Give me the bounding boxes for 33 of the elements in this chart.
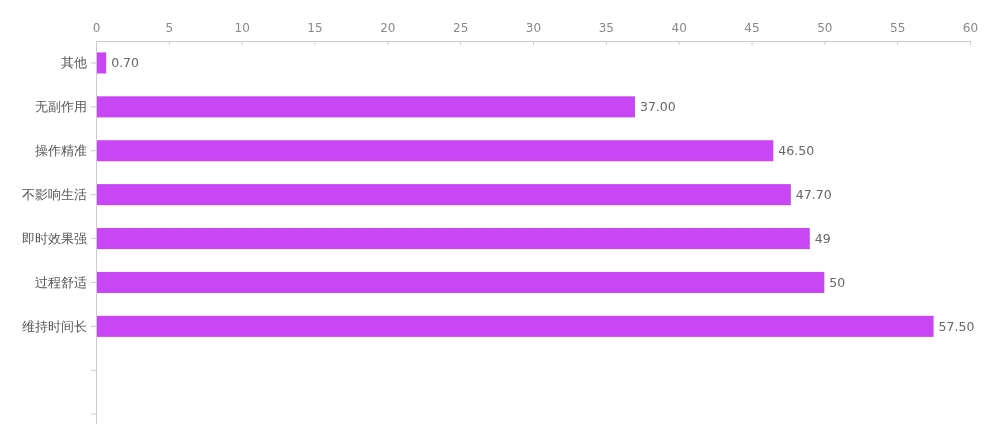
y-tick-label: 维持时间长 bbox=[22, 318, 87, 334]
y-tick-label: 其他 bbox=[61, 55, 87, 71]
x-tick-label: 55 bbox=[890, 21, 906, 35]
data-label: 37.00 bbox=[639, 99, 676, 115]
bar bbox=[96, 228, 810, 250]
bar bbox=[96, 271, 825, 293]
data-label: 47.70 bbox=[795, 187, 832, 203]
data-label: 0.70 bbox=[111, 55, 140, 71]
x-tick-label: 0 bbox=[92, 21, 101, 35]
bar bbox=[96, 96, 635, 118]
data-label: 57.50 bbox=[938, 318, 975, 334]
data-label: 46.50 bbox=[778, 143, 815, 159]
x-tick-label: 30 bbox=[525, 21, 542, 35]
x-tick-label: 50 bbox=[817, 21, 833, 35]
x-tick-label: 40 bbox=[671, 21, 687, 35]
y-tick-label: 即时效果强 bbox=[22, 230, 87, 246]
y-tick-label: 不影响生活 bbox=[22, 186, 87, 202]
x-tick-label: 20 bbox=[380, 21, 396, 35]
bar bbox=[96, 140, 774, 162]
y-tick-label: 无副作用 bbox=[35, 99, 87, 115]
x-tick-label: 45 bbox=[744, 21, 760, 35]
x-tick-label: 35 bbox=[598, 21, 614, 35]
bar bbox=[96, 315, 934, 337]
x-tick-label: 15 bbox=[307, 21, 323, 35]
x-tick-label: 10 bbox=[234, 21, 250, 35]
y-tick-label: 操作精准 bbox=[35, 142, 87, 158]
y-tick-label: 过程舒适 bbox=[35, 274, 87, 290]
bar bbox=[96, 184, 791, 206]
data-label: 50 bbox=[829, 274, 846, 290]
x-tick-label: 5 bbox=[165, 21, 174, 35]
data-label: 49 bbox=[814, 230, 831, 246]
x-tick-label: 60 bbox=[962, 21, 979, 35]
x-tick-label: 25 bbox=[453, 21, 469, 35]
